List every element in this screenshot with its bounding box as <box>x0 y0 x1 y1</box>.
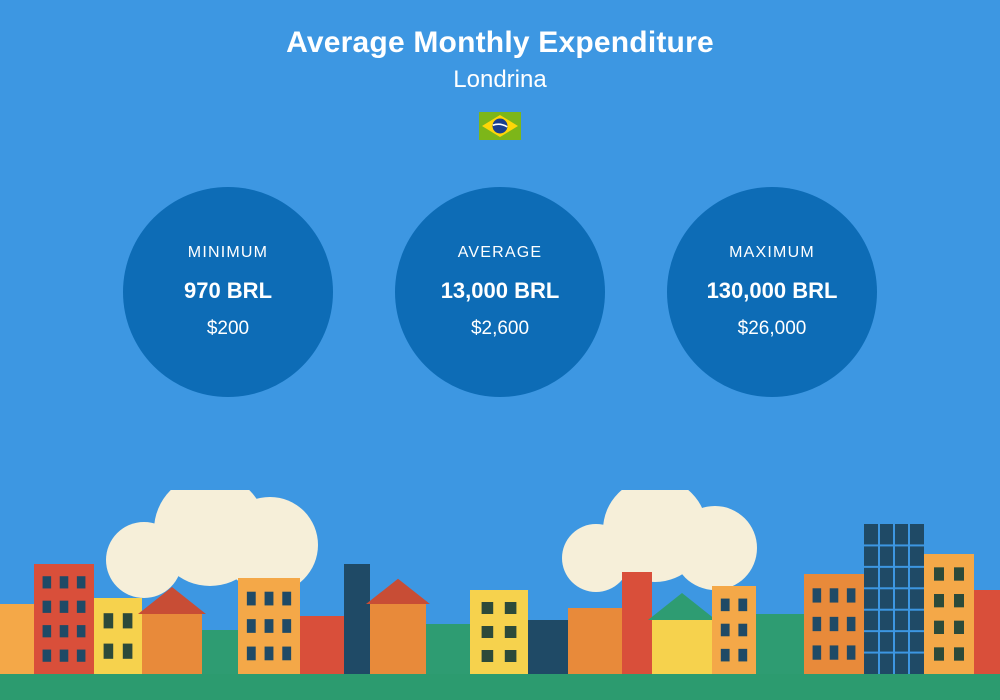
stat-circles-row: MINIMUM 970 BRL $200 AVERAGE 13,000 BRL $2,60… <box>0 187 1000 397</box>
subtitle: Londrina <box>0 66 1000 94</box>
stat-circle: MAXIMUM 130,000 BRL $26,000 <box>667 187 877 397</box>
flag-brazil-icon <box>479 112 521 145</box>
stat-main-value: 130,000 BRL <box>707 278 838 304</box>
stat-circle: MINIMUM 970 BRL $200 <box>123 187 333 397</box>
stat-label: AVERAGE <box>458 244 543 262</box>
city-illustration <box>0 490 1000 700</box>
stat-circle: AVERAGE 13,000 BRL $2,600 <box>395 187 605 397</box>
stat-label: MAXIMUM <box>729 244 815 262</box>
stat-sub-value: $26,000 <box>738 318 807 340</box>
title: Average Monthly Expenditure <box>0 26 1000 60</box>
stat-main-value: 970 BRL <box>184 278 272 304</box>
stat-sub-value: $200 <box>207 318 249 340</box>
stat-main-value: 13,000 BRL <box>441 278 560 304</box>
stat-label: MINIMUM <box>188 244 268 262</box>
infographic-card: Average Monthly Expenditure Londrina MIN… <box>0 0 1000 700</box>
stat-sub-value: $2,600 <box>471 318 529 340</box>
header: Average Monthly Expenditure Londrina <box>0 0 1000 145</box>
